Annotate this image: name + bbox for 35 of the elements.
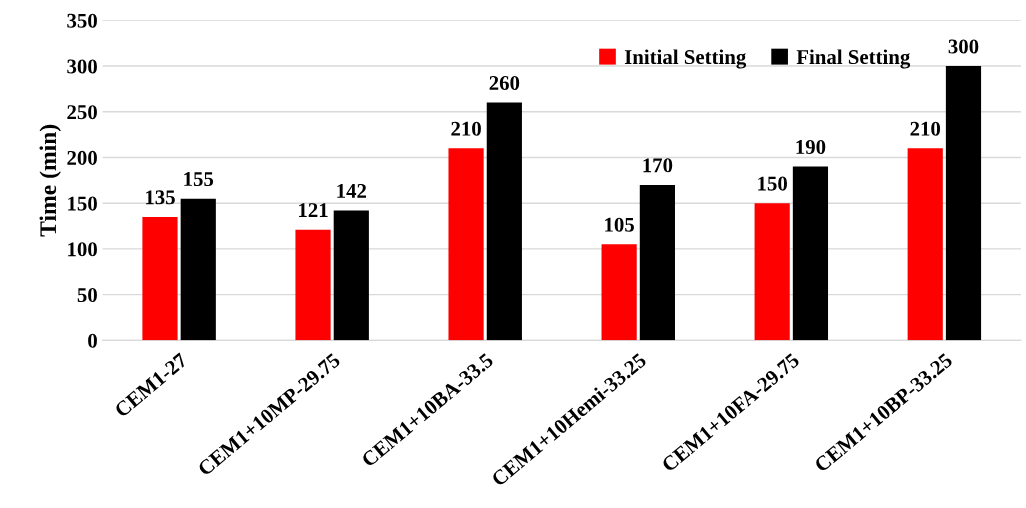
y-tick-label: 350 — [67, 13, 97, 28]
data-label: 121 — [299, 203, 328, 217]
data-label: 150 — [758, 176, 787, 191]
data-label: 135 — [146, 190, 175, 205]
bar — [945, 66, 982, 341]
y-tick-label: 100 — [68, 242, 97, 257]
bar — [295, 229, 331, 341]
bar — [142, 216, 178, 341]
bar — [754, 203, 790, 341]
y-tick-label: 250 — [67, 105, 97, 120]
bar — [639, 184, 675, 341]
bar — [601, 244, 637, 341]
data-label: 170 — [643, 158, 673, 173]
data-label: 142 — [337, 183, 367, 198]
y-axis-title: Time (min) — [39, 124, 61, 237]
y-tick-label: 50 — [77, 288, 97, 303]
bar — [448, 148, 484, 341]
bar — [180, 198, 216, 341]
data-label: 210 — [910, 121, 941, 136]
data-label: 105 — [605, 217, 634, 232]
y-tick-label: 150 — [68, 196, 97, 211]
bar — [486, 102, 522, 341]
data-label: 210 — [451, 121, 481, 136]
y-tick-label: 300 — [67, 59, 97, 74]
legend-label: Final Setting — [796, 49, 911, 69]
y-tick-label: 0 — [88, 333, 97, 348]
bar — [907, 148, 943, 341]
data-label: 155 — [184, 172, 214, 187]
y-tick-label: 200 — [67, 150, 97, 165]
bar — [333, 210, 369, 341]
data-label: 300 — [948, 39, 979, 54]
bar — [792, 166, 829, 341]
data-label: 190 — [796, 140, 826, 155]
legend-label: Initial Setting — [624, 49, 747, 69]
data-label: 260 — [489, 75, 520, 91]
